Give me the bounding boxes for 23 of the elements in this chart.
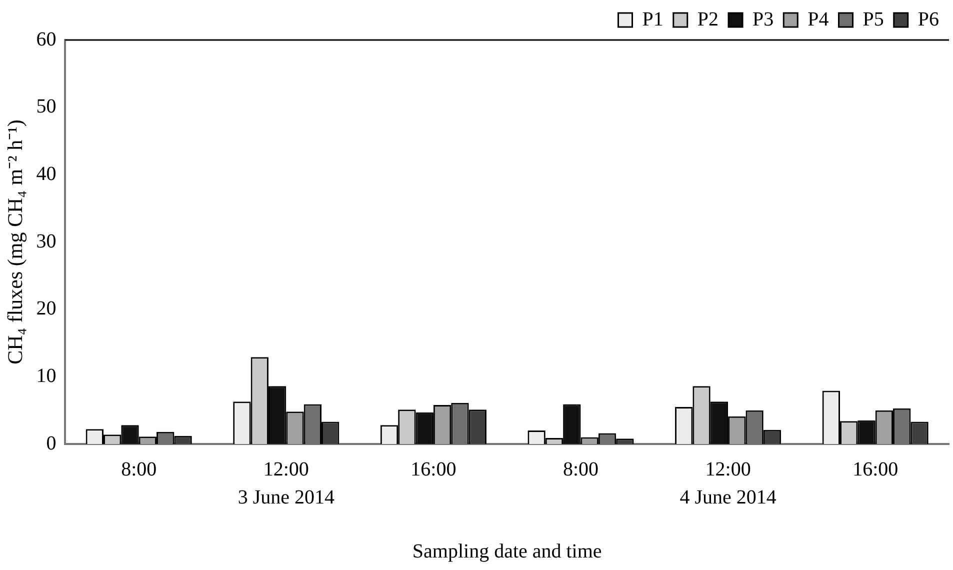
legend-label: P1 bbox=[642, 8, 664, 30]
legend-label: P4 bbox=[808, 8, 829, 30]
x-tick-label: 16:00 bbox=[852, 458, 898, 480]
x-tick-label: 12:00 bbox=[263, 458, 309, 480]
x-tick-label: 12:00 bbox=[705, 458, 751, 480]
legend-label: P2 bbox=[697, 8, 719, 30]
x-tick-label: 8:00 bbox=[121, 458, 157, 480]
y-tick-label: 10 bbox=[36, 364, 56, 387]
text: 4 June 2014 bbox=[680, 486, 776, 508]
y-axis-title: CH₄ fluxes (mg CH₄ m⁻² h⁻¹) bbox=[3, 120, 28, 364]
legend-label: P5 bbox=[862, 8, 884, 30]
x-tick-label: 8:00 bbox=[562, 458, 599, 480]
legend-label: P3 bbox=[752, 8, 774, 30]
y-tick-label: 0 bbox=[46, 432, 56, 454]
x-tick-label: 16:00 bbox=[410, 458, 456, 480]
y-tick-label: 30 bbox=[36, 230, 56, 252]
y-tick-label: 60 bbox=[36, 28, 56, 50]
y-tick-label: 20 bbox=[36, 298, 56, 320]
y-tick-label: 40 bbox=[36, 162, 56, 185]
text: 3 June 2014 bbox=[238, 486, 334, 508]
legend-label: P6 bbox=[918, 8, 939, 30]
x-axis-title: Sampling date and time bbox=[412, 540, 602, 562]
y-tick-label: 50 bbox=[36, 96, 56, 118]
